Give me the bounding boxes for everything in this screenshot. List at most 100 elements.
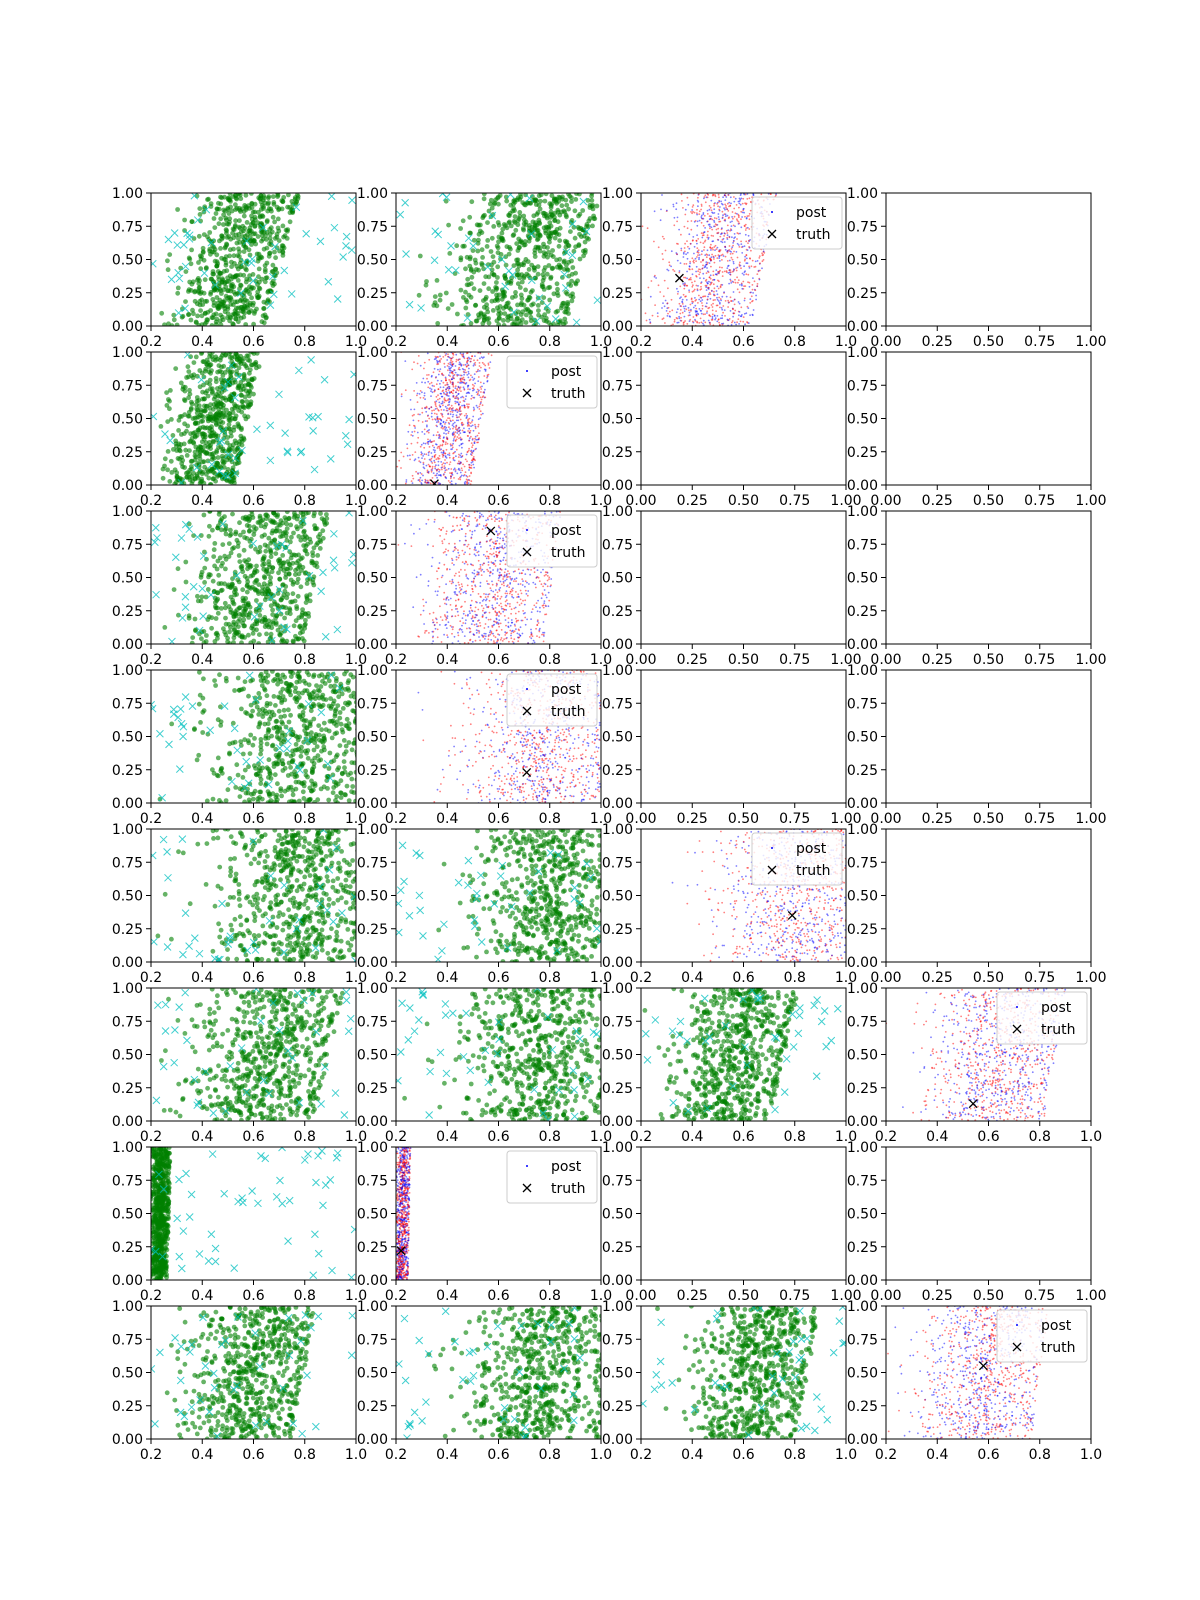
posterior-point — [698, 219, 701, 222]
posterior-point — [447, 355, 449, 358]
x-tick-label: 0.8 — [784, 334, 806, 350]
posterior-point — [426, 430, 428, 433]
sample-point — [264, 245, 270, 251]
posterior-point — [410, 442, 413, 445]
posterior-point — [438, 418, 441, 420]
posterior-point — [704, 305, 707, 308]
posterior-point — [428, 417, 431, 420]
posterior-point — [482, 391, 485, 394]
posterior-point — [452, 419, 454, 422]
posterior-point — [712, 270, 715, 273]
posterior-point — [459, 418, 462, 421]
posterior-point — [460, 443, 463, 446]
posterior-point — [445, 353, 448, 355]
posterior-point — [451, 365, 454, 368]
sample-point — [181, 431, 187, 436]
posterior-point — [444, 405, 447, 408]
prior-marker — [211, 281, 220, 289]
posterior-point — [423, 428, 426, 431]
posterior-point — [683, 307, 686, 310]
posterior-point — [450, 408, 453, 410]
sample-point — [261, 574, 267, 579]
posterior-point — [472, 406, 475, 409]
posterior-point — [730, 248, 733, 250]
sample-point — [197, 368, 203, 373]
posterior-point — [664, 322, 666, 324]
posterior-point — [400, 467, 402, 469]
sample-point — [285, 204, 290, 210]
posterior-point — [696, 212, 698, 215]
posterior-point — [463, 379, 466, 381]
posterior-point — [748, 213, 751, 215]
posterior-point — [690, 297, 693, 300]
posterior-point — [684, 250, 686, 253]
sample-point — [279, 198, 285, 204]
posterior-point — [713, 212, 716, 214]
posterior-point — [465, 474, 468, 477]
posterior-point — [448, 366, 450, 368]
prior-marker — [238, 446, 246, 455]
sample-point — [218, 216, 224, 222]
posterior-point — [741, 245, 744, 248]
posterior-point — [414, 451, 417, 453]
posterior-point — [678, 302, 681, 305]
posterior-point — [737, 244, 740, 246]
posterior-point — [473, 359, 475, 362]
sample-point — [311, 574, 317, 580]
sample-point — [207, 381, 213, 387]
posterior-point — [711, 309, 714, 312]
sample-point — [515, 281, 521, 287]
sample-point — [229, 259, 234, 265]
sample-point — [192, 449, 198, 455]
sample-point — [192, 616, 198, 622]
posterior-point — [727, 229, 730, 232]
sample-point — [244, 365, 250, 371]
posterior-point — [691, 302, 694, 305]
posterior-point — [469, 429, 472, 432]
posterior-point — [700, 203, 703, 206]
sample-point — [537, 206, 543, 212]
sample-point — [202, 580, 208, 585]
posterior-point — [481, 412, 484, 415]
posterior-point — [738, 202, 741, 205]
sample-point — [255, 289, 261, 295]
posterior-point — [678, 228, 680, 231]
posterior-point — [424, 481, 427, 483]
posterior-point — [441, 443, 444, 446]
sample-point — [521, 260, 527, 266]
sample-point — [165, 449, 171, 454]
posterior-point — [743, 259, 746, 262]
posterior-point — [421, 411, 424, 414]
posterior-point — [716, 293, 719, 296]
posterior-point — [443, 397, 446, 400]
prior-marker — [173, 241, 182, 249]
prior-marker — [280, 266, 289, 275]
posterior-point — [458, 430, 461, 433]
posterior-point — [698, 268, 700, 271]
posterior-point — [702, 272, 705, 275]
posterior-point — [711, 228, 714, 231]
posterior-point — [471, 383, 474, 386]
sample-point — [562, 309, 568, 315]
posterior-point — [721, 284, 724, 286]
sample-point — [550, 248, 555, 253]
sample-point — [251, 391, 256, 397]
sample-point — [480, 215, 486, 221]
posterior-point — [708, 276, 711, 279]
x-tick-label: 0.25 — [677, 493, 708, 509]
posterior-point — [486, 379, 489, 382]
sample-point — [173, 479, 179, 485]
posterior-point — [705, 253, 708, 256]
sample-point — [218, 419, 224, 424]
posterior-point — [705, 263, 708, 266]
sample-point — [499, 230, 505, 236]
posterior-point — [446, 438, 449, 441]
sample-point — [302, 625, 308, 631]
sample-point — [293, 572, 298, 577]
sample-point — [213, 211, 219, 216]
posterior-point — [740, 306, 743, 309]
posterior-point — [452, 439, 455, 442]
posterior-point — [460, 456, 462, 459]
posterior-point — [438, 469, 441, 471]
posterior-point — [422, 455, 424, 457]
